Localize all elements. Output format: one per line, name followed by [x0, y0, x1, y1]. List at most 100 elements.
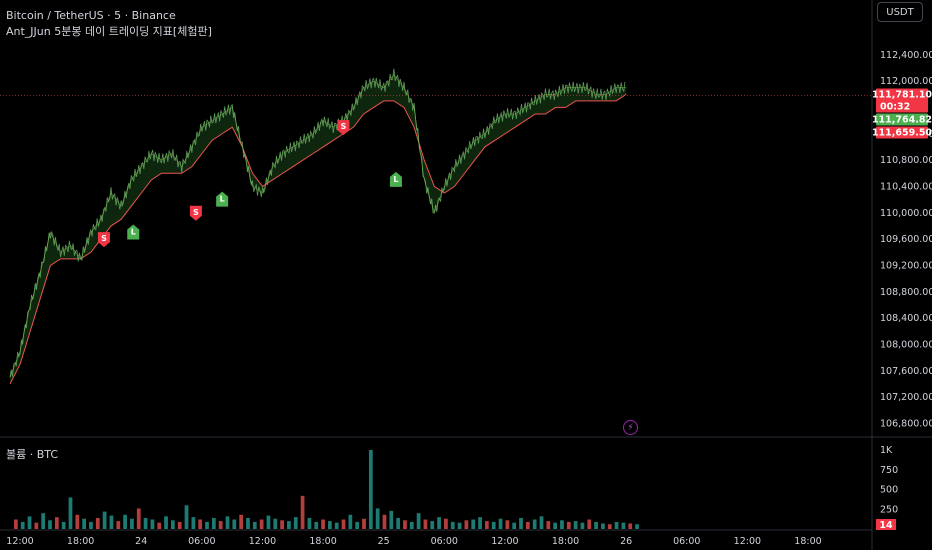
volume-bar — [287, 521, 291, 529]
volume-title[interactable]: 볼륨 · BTC — [6, 448, 59, 461]
price-tick-label: 106,800.00 — [880, 418, 932, 429]
volume-bar — [416, 513, 421, 529]
volume-bar — [34, 522, 39, 529]
trend-cloud — [10, 74, 627, 384]
volume-bar — [328, 521, 332, 529]
time-tick-label: 24 — [135, 536, 147, 547]
time-tick-label: 12:00 — [734, 536, 761, 547]
volume-bar — [621, 522, 626, 529]
time-axis[interactable]: 12:00 18:00 24 06:00 12:00 18:00 25 06:00 12:00 1… — [6, 536, 821, 547]
volume-bar — [553, 522, 558, 529]
signal-marker — [389, 171, 402, 187]
volume-bar — [532, 519, 537, 529]
time-tick-label: 18:00 — [552, 536, 579, 547]
long-signal: L — [127, 224, 140, 240]
volume-bar — [54, 517, 59, 529]
price-tag-bg — [876, 113, 928, 126]
price-tick-label: 110,000.00 — [880, 208, 932, 219]
volume-bar — [362, 518, 366, 529]
volume-bar — [560, 520, 564, 529]
long-signal: L — [389, 171, 402, 187]
volume-bar — [546, 521, 551, 529]
price-tag: 111,764.82 — [872, 113, 932, 126]
signal-label: L — [393, 175, 398, 184]
time-tick-label: 06:00 — [673, 536, 700, 547]
volume-bar — [177, 521, 182, 529]
volume-bar — [41, 513, 46, 529]
volume-bar — [348, 514, 353, 529]
price-tick-label: 112,000.00 — [880, 76, 932, 87]
price-tick-label: 109,600.00 — [880, 234, 932, 245]
volume-bar — [211, 517, 216, 529]
volume-bar — [95, 517, 100, 529]
volume-bar — [478, 517, 482, 529]
volume-bar — [587, 519, 592, 529]
volume-bar — [14, 519, 18, 529]
volume-bar — [150, 519, 155, 529]
signal-label: L — [131, 228, 136, 237]
volume-bar — [171, 520, 175, 529]
volume-bar — [116, 521, 121, 529]
price-tick-label: 110,800.00 — [880, 155, 932, 166]
volume-bar — [259, 519, 264, 529]
short-signal: S — [189, 205, 202, 221]
volume-tick-label: 750 — [880, 465, 898, 476]
volume-bar — [27, 516, 32, 529]
volume-bar — [409, 521, 414, 529]
volume-bar — [437, 517, 441, 529]
volume-bar — [444, 518, 448, 529]
volume-bar — [512, 522, 517, 529]
volume-bar — [635, 524, 639, 529]
symbol-title[interactable]: Bitcoin / TetherUS · 5 · Binance — [6, 9, 176, 22]
volume-bar — [198, 519, 203, 529]
time-tick-label: 18:00 — [794, 536, 821, 547]
volume-bar — [539, 516, 544, 529]
volume-bar — [130, 518, 134, 529]
currency-button[interactable]: USDT — [877, 2, 923, 22]
volume-bar — [628, 523, 633, 529]
price-tick-label: 107,200.00 — [880, 392, 932, 403]
volume-bar — [293, 517, 298, 529]
volume-bar — [273, 518, 278, 529]
volume-bar — [157, 522, 162, 529]
volume-bar — [232, 519, 237, 529]
volume-bar — [525, 521, 530, 529]
volume-current-tag: 14 — [876, 519, 896, 531]
price-tag: 111,659.50 — [872, 126, 932, 139]
volume-bar — [566, 521, 571, 529]
long-signal: L — [216, 191, 229, 207]
volume-bar — [136, 508, 141, 529]
volume-bar — [498, 518, 503, 529]
price-tick-label: 107,600.00 — [880, 366, 932, 377]
price-axis[interactable]: 112,400.00112,000.00111,200.00110,800.00… — [880, 50, 932, 516]
volume-bar — [403, 520, 407, 529]
price-tag-countdown: 00:32 — [880, 101, 910, 112]
short-signal: S — [97, 232, 110, 248]
volume-bar — [430, 521, 435, 529]
volume-bar — [266, 515, 271, 529]
volume-bar — [68, 497, 73, 529]
volume-bar — [252, 521, 257, 529]
signal-marker — [127, 224, 140, 240]
volume-bar — [307, 517, 312, 529]
volume-bar — [382, 514, 387, 529]
time-tick-label: 18:00 — [67, 536, 94, 547]
volume-bar — [423, 519, 428, 529]
time-tick-label: 25 — [378, 536, 390, 547]
volume-bar — [450, 521, 455, 529]
volume-bar — [225, 516, 230, 529]
volume-pane[interactable] — [14, 450, 639, 529]
time-tick-label: 06:00 — [188, 536, 215, 547]
volume-bar — [580, 522, 585, 529]
price-tick-label: 112,400.00 — [880, 50, 932, 61]
volume-tag-label: 14 — [879, 520, 893, 531]
volume-bar — [246, 517, 250, 529]
indicator-title[interactable]: Ant_JJun 5분봉 데이 트레이딩 지표[체험판] — [6, 25, 212, 38]
lightning-icon[interactable]: ⚡ — [623, 420, 638, 435]
volume-bar — [457, 522, 462, 529]
price-pane[interactable]: S L S L S L — [0, 68, 872, 385]
volume-bar — [471, 519, 476, 529]
price-tag-label: 111,781.10 — [872, 89, 932, 100]
